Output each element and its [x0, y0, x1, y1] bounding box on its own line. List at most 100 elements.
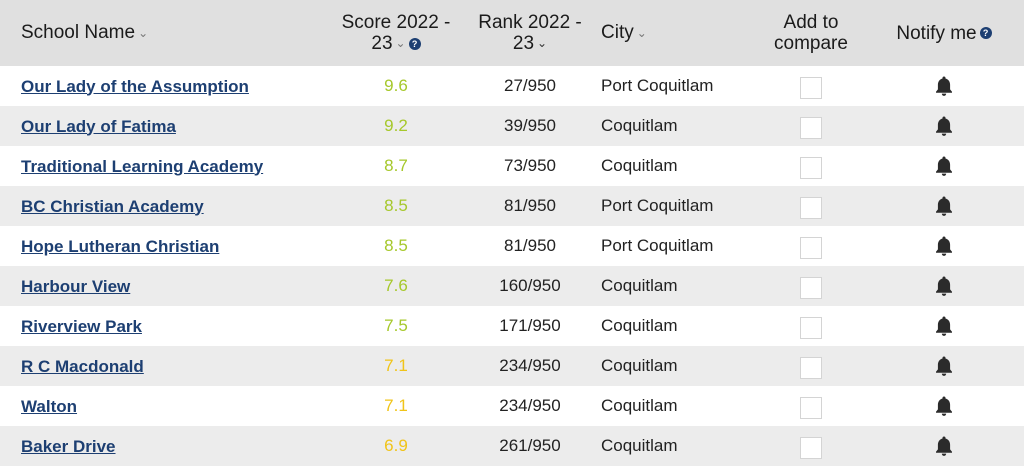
header-row: School Name ⌄ Score 2022 - 23 ⌄? Rank 2022… [0, 0, 1024, 66]
compare-checkbox[interactable] [800, 77, 822, 99]
compare-checkbox[interactable] [800, 357, 822, 379]
chevron-down-icon: ⌄ [636, 25, 647, 40]
school-link[interactable]: BC Christian Academy [21, 196, 204, 216]
score-header[interactable]: Score 2022 - 23 ⌄? [330, 0, 462, 66]
rank-cell: 73/950 [504, 156, 556, 175]
school-link[interactable]: Hope Lutheran Christian [21, 236, 220, 256]
bell-icon[interactable] [935, 195, 953, 217]
rank-header-line2: 23 [512, 32, 535, 54]
table-row: Walton 7.1 234/950 Coquitlam [0, 386, 1024, 426]
rank-cell: 171/950 [499, 316, 561, 335]
bell-icon[interactable] [935, 355, 953, 377]
notify-cell [864, 186, 1024, 226]
notify-cell [864, 346, 1024, 386]
info-icon[interactable]: ? [979, 27, 992, 40]
school-link[interactable]: Our Lady of Fatima [21, 116, 176, 136]
city-cell: Port Coquitlam [601, 76, 714, 95]
score-cell: 8.5 [384, 236, 408, 255]
table-row: R C Macdonald 7.1 234/950 Coquitlam [0, 346, 1024, 386]
bell-icon[interactable] [935, 75, 953, 97]
school-name-cell: BC Christian Academy [0, 186, 330, 226]
school-name-cell: Riverview Park [0, 306, 330, 346]
table-row: Harbour View 7.6 160/950 Coquitlam [0, 266, 1024, 306]
notify-cell [864, 266, 1024, 306]
info-icon[interactable]: ? [408, 37, 421, 50]
school-name-cell: R C Macdonald [0, 346, 330, 386]
city-cell: Coquitlam [601, 436, 678, 455]
table-row: Our Lady of the Assumption 9.6 27/950 Port … [0, 66, 1024, 106]
compare-header: Add to compare [758, 0, 864, 66]
compare-checkbox[interactable] [800, 317, 822, 339]
notify-cell [864, 306, 1024, 346]
school-link[interactable]: Our Lady of the Assumption [21, 76, 249, 96]
school-link[interactable]: R C Macdonald [21, 356, 144, 376]
bell-icon[interactable] [935, 395, 953, 417]
table-row: BC Christian Academy 8.5 81/950 Port Coquit… [0, 186, 1024, 226]
compare-checkbox[interactable] [800, 437, 822, 459]
rank-cell: 27/950 [504, 76, 556, 95]
compare-checkbox[interactable] [800, 197, 822, 219]
city-header[interactable]: City ⌄ [598, 0, 758, 66]
compare-checkbox[interactable] [800, 117, 822, 139]
score-cell: 7.6 [384, 276, 408, 295]
rank-cell: 81/950 [504, 196, 556, 215]
school-name-header-label: School Name [21, 22, 136, 44]
notify-cell [864, 426, 1024, 466]
compare-cell [758, 186, 864, 226]
notify-cell [864, 66, 1024, 106]
school-name-header[interactable]: School Name ⌄ [0, 0, 330, 66]
city-cell: Coquitlam [601, 116, 678, 135]
school-name-cell: Hope Lutheran Christian [0, 226, 330, 266]
rank-header[interactable]: Rank 2022 - 23 ⌄ [462, 0, 598, 66]
school-link[interactable]: Walton [21, 396, 78, 416]
school-link[interactable]: Riverview Park [21, 316, 142, 336]
school-link[interactable]: Traditional Learning Academy [21, 156, 264, 176]
school-link[interactable]: Harbour View [21, 276, 131, 296]
table-row: Hope Lutheran Christian 8.5 81/950 Port Coq… [0, 226, 1024, 266]
notify-cell [864, 106, 1024, 146]
city-cell: Port Coquitlam [601, 236, 714, 255]
rank-header-line1: Rank 2022 - [478, 11, 582, 33]
compare-cell [758, 346, 864, 386]
school-link[interactable]: Baker Drive [21, 436, 116, 456]
score-header-line2: 23 [371, 32, 393, 54]
bell-icon[interactable] [935, 155, 953, 177]
compare-cell [758, 306, 864, 346]
compare-header-line2: compare [774, 33, 848, 54]
bell-icon[interactable] [935, 435, 953, 457]
compare-checkbox[interactable] [800, 157, 822, 179]
score-cell: 7.5 [384, 316, 408, 335]
city-cell: Coquitlam [601, 356, 678, 375]
notify-header-label: Notify me [896, 22, 977, 44]
school-name-cell: Our Lady of the Assumption [0, 66, 330, 106]
city-cell: Port Coquitlam [601, 196, 714, 215]
notify-cell [864, 226, 1024, 266]
school-name-cell: Traditional Learning Academy [0, 146, 330, 186]
compare-cell [758, 386, 864, 426]
rank-cell: 234/950 [499, 396, 561, 415]
bell-icon[interactable] [935, 315, 953, 337]
city-cell: Coquitlam [601, 156, 678, 175]
rank-cell: 39/950 [504, 116, 556, 135]
score-cell: 8.7 [384, 156, 408, 175]
city-cell: Coquitlam [601, 276, 678, 295]
bell-icon[interactable] [935, 275, 953, 297]
rank-cell: 261/950 [499, 436, 561, 455]
compare-checkbox[interactable] [800, 277, 822, 299]
bell-icon[interactable] [935, 115, 953, 137]
compare-checkbox[interactable] [800, 237, 822, 259]
compare-checkbox[interactable] [800, 397, 822, 419]
notify-header: Notify me? [864, 0, 1024, 66]
compare-cell [758, 426, 864, 466]
chevron-down-icon: ⌄ [138, 25, 149, 40]
city-cell: Coquitlam [601, 316, 678, 335]
compare-cell [758, 106, 864, 146]
bell-icon[interactable] [935, 235, 953, 257]
city-header-label: City [601, 22, 634, 44]
chevron-down-icon: ⌄ [395, 36, 406, 51]
compare-cell [758, 66, 864, 106]
chevron-down-icon: ⌄ [537, 36, 548, 51]
score-cell: 7.1 [384, 356, 408, 375]
score-cell: 9.2 [384, 116, 408, 135]
